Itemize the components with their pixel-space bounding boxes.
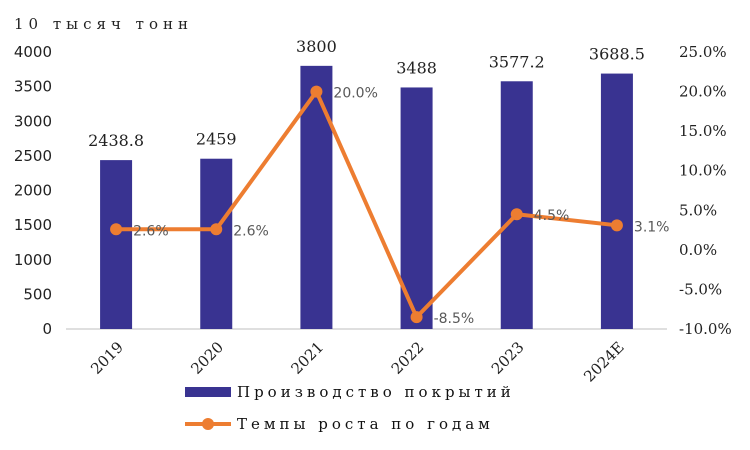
growth-data-label: 4.5% (534, 208, 570, 224)
legend-label-growth: Темпы роста по годам (237, 415, 494, 433)
right-axis-tick-label: -10.0% (679, 320, 732, 338)
x-axis-tick-label: 2020 (187, 338, 227, 378)
legend-bar-swatch (185, 387, 231, 397)
left-axis-tick-label: 3000 (14, 112, 52, 130)
bar-production (100, 160, 133, 329)
legend-item-growth: Темпы роста по годам (185, 415, 494, 433)
growth-rate-point (110, 223, 123, 236)
left-axis-tick-label: 500 (23, 285, 52, 303)
right-axis-tick-label: 25.0% (679, 43, 727, 61)
growth-rate-line (116, 89, 618, 320)
growth-rate-point (410, 311, 423, 324)
bar-data-label: 3577.2 (489, 52, 545, 71)
bar-production (300, 65, 333, 329)
x-axis-tick-label: 2021 (288, 338, 328, 378)
growth-data-label: -8.5% (434, 311, 475, 327)
right-axis-tick-label: 5.0% (679, 201, 717, 219)
left-axis-tick-label: 2000 (14, 182, 52, 200)
right-axis-tick-label: 20.0% (679, 83, 727, 101)
x-axis-tick-label: 2019 (87, 338, 127, 378)
right-axis-tick-label: -5.0% (679, 280, 722, 298)
left-axis-tick-label: 3500 (14, 78, 52, 96)
growth-rate-point (510, 208, 523, 221)
growth-data-label: 2.6% (233, 223, 269, 239)
bar-data-label: 2459 (196, 130, 237, 149)
left-axis-tick-label: 0 (42, 320, 52, 338)
bar-data-label: 3688.5 (589, 45, 645, 64)
bar-data-label: 3488 (396, 58, 437, 77)
right-axis-tick-label: 10.0% (679, 162, 727, 180)
growth-data-label: 3.1% (634, 219, 670, 235)
x-axis-tick-label: 2024E (580, 338, 627, 385)
bar-data-label: 3800 (296, 37, 337, 56)
left-axis-tick-label: 2500 (14, 147, 52, 165)
left-axis-tick-label: 1500 (14, 216, 52, 234)
x-axis-tick-label: 2022 (388, 338, 428, 378)
legend-item-production: Производство покрытий (185, 383, 515, 401)
right-axis-tick-label: 0.0% (679, 241, 717, 259)
left-axis-tick-label: 1000 (14, 251, 52, 269)
left-axis-unit-label: 10 тысяч тонн (14, 15, 193, 33)
growth-data-label: 2.6% (133, 223, 169, 239)
right-axis-tick-label: 15.0% (679, 122, 727, 140)
growth-rate-point (310, 85, 323, 98)
legend-line-swatch (185, 418, 231, 430)
bar-production (500, 81, 533, 329)
x-axis-tick-label: 2023 (488, 338, 528, 378)
legend-label-production: Производство покрытий (237, 383, 515, 401)
bar-data-label: 2438.8 (88, 131, 144, 150)
bar-production (200, 158, 233, 329)
growth-rate-point (610, 219, 623, 232)
growth-data-label: 20.0% (333, 86, 377, 102)
bar-production (600, 73, 633, 329)
left-axis-tick-label: 4000 (14, 43, 52, 61)
growth-rate-point (210, 223, 223, 236)
